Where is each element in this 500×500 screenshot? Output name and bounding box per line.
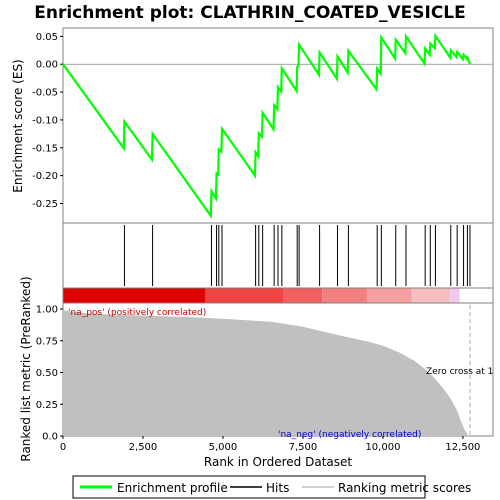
- ranking-metric-area: [63, 310, 470, 436]
- colorbar-segment: [322, 288, 367, 303]
- es-y-tick-label: 0.05: [36, 32, 58, 43]
- colorbar-segment: [366, 288, 412, 303]
- colorbar-segment: [450, 288, 460, 303]
- metric-y-tick-label: 0.75: [36, 336, 58, 347]
- negative-correlation-label: 'na_neg' (negatively correlated): [278, 430, 421, 440]
- colorbar-segment: [205, 288, 284, 303]
- x-tick-label: 0: [60, 442, 66, 453]
- zero-cross-label: Zero cross at 1: [426, 367, 493, 377]
- legend-hits-label: Hits: [266, 481, 289, 495]
- x-tick-label: 2,500: [129, 442, 158, 453]
- x-tick-label: 5,000: [209, 442, 238, 453]
- x-axis-label: Rank in Ordered Dataset: [204, 455, 352, 469]
- enrichment-profile-line: [62, 32, 472, 220]
- es-panel: 0.05 0.00 -0.05 -0.10 -0.15 -0.20 -0.25 Enrich…: [11, 27, 494, 224]
- legend: Enrichment profile Hits Ranking metric s…: [72, 475, 471, 499]
- es-y-tick-label: -0.05: [32, 88, 58, 99]
- es-y-tick-label: -0.15: [32, 143, 58, 154]
- ranking-colorbar: [62, 287, 494, 304]
- colorbar-segment: [411, 288, 451, 303]
- x-tick-label: 10,000: [365, 442, 400, 453]
- x-tick-label: 12,500: [445, 442, 480, 453]
- chart-title: Enrichment plot: CLATHRIN_COATED_VESICLE: [34, 3, 466, 23]
- metric-y-tick-label: 1.00: [36, 305, 58, 316]
- hits-panel: [62, 222, 494, 289]
- es-y-tick-label: -0.10: [32, 115, 58, 126]
- metric-y-tick-label: 0.25: [36, 400, 58, 411]
- colorbar-segment: [63, 288, 206, 303]
- es-y-tick-label: -0.25: [32, 199, 58, 210]
- positive-correlation-label: 'na_pos' (positively correlated): [68, 308, 206, 318]
- metric-panel: 0.0 0.25 0.50 0.75 1.00 0 2,500 5,000 7,500 10,0…: [19, 276, 494, 469]
- legend-enrichment-label: Enrichment profile: [117, 481, 228, 495]
- metric-y-tick-label: 0.0: [42, 432, 58, 443]
- es-y-axis-label: Enrichment score (ES): [11, 59, 25, 192]
- es-y-tick-label: -0.20: [32, 171, 58, 182]
- metric-y-tick-label: 0.50: [36, 368, 58, 379]
- x-tick-label: 7,500: [289, 442, 318, 453]
- legend-ranking-label: Ranking metric scores: [338, 481, 471, 495]
- colorbar-segment: [283, 288, 323, 303]
- metric-y-axis-label: Ranked list metric (PreRanked): [19, 276, 33, 461]
- es-y-tick-label: 0.00: [36, 60, 58, 71]
- colorbar-segment: [459, 288, 470, 303]
